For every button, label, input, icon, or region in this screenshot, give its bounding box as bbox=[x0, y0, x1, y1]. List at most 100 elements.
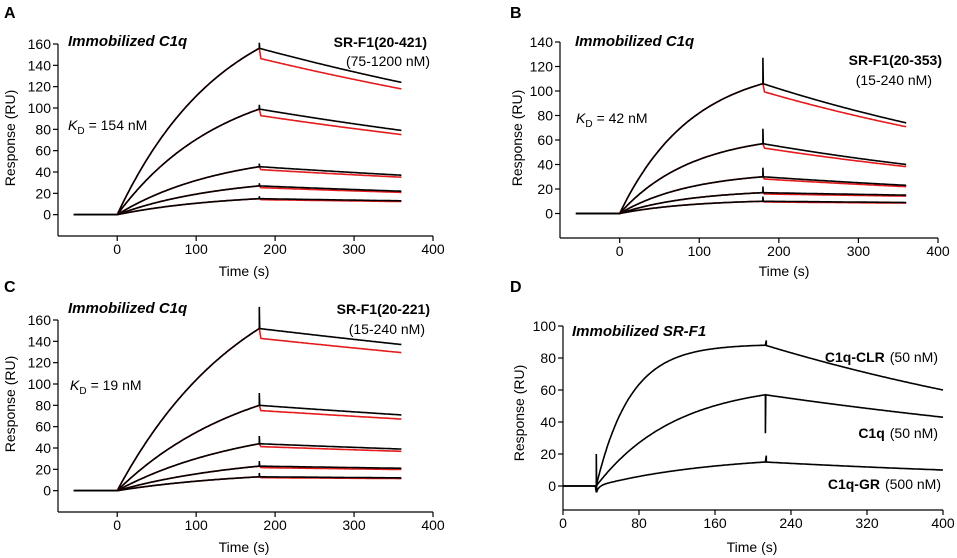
panel-c-ytick-label: 120 bbox=[28, 355, 52, 371]
panel-a-data-curve bbox=[73, 196, 402, 216]
panel-c-data-curve bbox=[73, 306, 402, 492]
panel-c-ytick-label: 20 bbox=[35, 461, 51, 477]
panel-b-ytick-label: 140 bbox=[530, 34, 554, 50]
panel-c-fit-curve bbox=[117, 475, 402, 492]
panel-d-xtick-label: 240 bbox=[779, 515, 803, 531]
panel-a-ytick-label: 120 bbox=[28, 79, 52, 95]
panel-b-xtick-label: 200 bbox=[767, 243, 791, 259]
panel-c-data-curve bbox=[73, 472, 402, 492]
panel-d-ytick-label: 0 bbox=[548, 478, 556, 494]
panel-b-ytick-label: 20 bbox=[537, 181, 553, 197]
panel-a-xtick-label: 0 bbox=[113, 241, 121, 257]
panel-d-xtick-label: 400 bbox=[931, 515, 955, 531]
panel-a-concentration: (75-1200 nM) bbox=[346, 53, 430, 69]
panel-b-kd-sub: D bbox=[585, 119, 592, 130]
panel-c-ylabel: Response (RU) bbox=[2, 356, 18, 452]
panel-d-ytick-label: 40 bbox=[540, 414, 556, 430]
panel-d-ylabel: Response (RU) bbox=[511, 365, 527, 461]
panel-d-label-c1q-gr-conc: (500 nM) bbox=[885, 476, 941, 492]
panel-d-xtick-label: 320 bbox=[855, 515, 879, 531]
panel-a-ytick-label: 60 bbox=[35, 143, 51, 159]
panel-d-xtick-label: 80 bbox=[631, 515, 647, 531]
panel-b-data-curve bbox=[575, 196, 907, 215]
panel-c-xtick-label: 200 bbox=[263, 517, 287, 533]
panel-a-title: Immobilized C1q bbox=[68, 33, 187, 50]
panel-a-xtick-label: 400 bbox=[421, 241, 445, 257]
panel-d-xlabel: Time (s) bbox=[727, 539, 778, 555]
panel-d-ytick-label: 80 bbox=[540, 350, 556, 366]
panel-c-ytick-label: 100 bbox=[28, 376, 52, 392]
panel-b-xtick-label: 0 bbox=[616, 243, 624, 259]
panel-c-kd-sub: D bbox=[79, 386, 86, 397]
panel-letter-d: D bbox=[510, 279, 522, 296]
panel-c-analyte: SR-F1(20-221) bbox=[337, 301, 430, 317]
panel-b-ytick-label: 60 bbox=[537, 132, 553, 148]
panel-c: C Immobilized C1q SR-F1(20-221) (15-240 … bbox=[2, 279, 445, 555]
panel-a: A Immobilized C1q SR-F1(20-421) (75-1200… bbox=[2, 5, 445, 279]
panel-a-ytick-label: 80 bbox=[35, 121, 51, 137]
panel-d: D Immobilized SR-F1 C1q-CLR (50 nM) C1q (5… bbox=[510, 279, 955, 555]
panel-c-kd-value: = 19 nM bbox=[91, 377, 142, 393]
panel-c-ytick-label: 60 bbox=[35, 419, 51, 435]
panel-c-data-curve bbox=[73, 392, 402, 492]
panel-b-data-curve bbox=[575, 128, 907, 215]
panel-a-xlabel: Time (s) bbox=[219, 263, 270, 279]
panel-d-curve-c1q-clr bbox=[563, 340, 944, 487]
panel-c-concentration: (15-240 nM) bbox=[349, 321, 425, 337]
panel-c-xtick-label: 400 bbox=[421, 517, 445, 533]
panel-d-ytick-label: 100 bbox=[533, 318, 557, 334]
panel-b-data-curve bbox=[575, 167, 907, 215]
panel-d-ytick-label: 60 bbox=[540, 382, 556, 398]
panel-d-label-c1q-clr-conc: (50 nM) bbox=[890, 349, 938, 365]
panel-b-xlabel: Time (s) bbox=[759, 263, 810, 279]
panel-b-kd-value: = 42 nM bbox=[597, 110, 648, 126]
panel-a-ytick-label: 20 bbox=[35, 185, 51, 201]
panel-b-analyte: SR-F1(20-353) bbox=[849, 52, 942, 68]
panel-a-xtick-label: 200 bbox=[263, 241, 287, 257]
panel-b-ylabel: Response (RU) bbox=[509, 90, 525, 186]
panel-b-ytick-label: 120 bbox=[530, 59, 554, 75]
panel-d-label-c1q: C1q (50 nM) bbox=[858, 425, 938, 441]
panel-a-kd-value: = 154 nM bbox=[89, 117, 148, 133]
panel-b-data-curve bbox=[575, 186, 907, 215]
panel-a-xtick-label: 300 bbox=[342, 241, 366, 257]
panel-d-label-c1q-gr: C1q-GR (500 nM) bbox=[828, 476, 941, 492]
panel-b-concentration: (15-240 nM) bbox=[856, 72, 932, 88]
panel-d-label-c1q-conc: (50 nM) bbox=[890, 425, 938, 441]
panel-a-data-curve bbox=[73, 183, 402, 216]
panel-letter-a: A bbox=[4, 5, 16, 22]
panel-c-ytick-label: 80 bbox=[35, 397, 51, 413]
panel-d-title: Immobilized SR-F1 bbox=[572, 323, 706, 340]
panel-d-ytick-label: 20 bbox=[540, 446, 556, 462]
panel-a-xtick-label: 100 bbox=[184, 241, 208, 257]
panel-b-ytick-label: 40 bbox=[537, 157, 553, 173]
panel-a-ytick-label: 160 bbox=[28, 36, 52, 52]
panel-a-kd-k: K bbox=[68, 117, 78, 133]
panel-c-ytick-label: 0 bbox=[43, 483, 51, 499]
panel-b-ytick-label: 0 bbox=[545, 206, 553, 222]
panel-a-analyte: SR-F1(20-421) bbox=[334, 34, 427, 50]
panel-a-data-curve bbox=[73, 163, 402, 216]
panel-a-data-curve bbox=[73, 104, 402, 216]
panel-b-ytick-label: 80 bbox=[537, 108, 553, 124]
panel-c-xtick-label: 300 bbox=[342, 517, 366, 533]
panel-b-data-curve bbox=[575, 57, 907, 215]
panel-a-kd: KD = 154 nM bbox=[68, 117, 147, 137]
panel-c-xlabel: Time (s) bbox=[219, 539, 270, 555]
panel-c-xtick-label: 0 bbox=[113, 517, 121, 533]
panel-c-ytick-label: 160 bbox=[28, 312, 52, 328]
panel-b-kd-k: K bbox=[576, 110, 586, 126]
panel-a-kd-sub: D bbox=[77, 126, 84, 137]
panel-b-ytick-label: 100 bbox=[530, 83, 554, 99]
panel-c-data-curve bbox=[73, 435, 402, 492]
panel-c-ytick-label: 40 bbox=[35, 440, 51, 456]
panel-d-xtick-label: 160 bbox=[703, 515, 727, 531]
panel-letter-c: C bbox=[4, 279, 16, 296]
panel-d-curve-c1q bbox=[563, 393, 944, 487]
panel-b-xtick-label: 300 bbox=[847, 243, 871, 259]
panel-b-xtick-label: 100 bbox=[688, 243, 712, 259]
panel-a-ytick-label: 100 bbox=[28, 100, 52, 116]
panel-c-kd-k: K bbox=[70, 377, 80, 393]
panel-d-label-c1q-clr-name: C1q-CLR bbox=[825, 349, 885, 365]
